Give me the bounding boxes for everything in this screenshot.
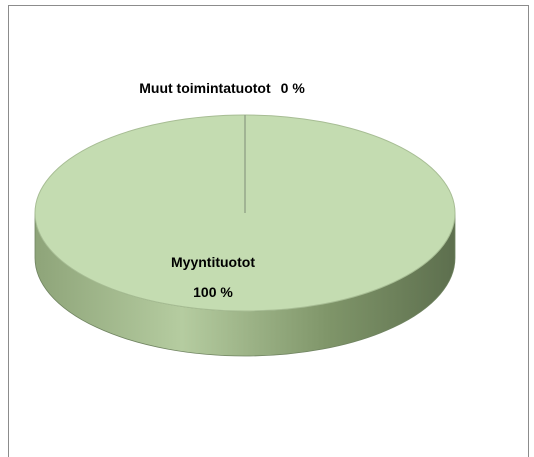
pie: [34, 114, 456, 357]
category-label: Muut toimintatuotot: [139, 80, 271, 96]
category-label: Myyntituotot: [171, 254, 255, 270]
slice-label: Muut toimintatuotot 0 %: [139, 80, 305, 96]
value-label: 0 %: [281, 80, 306, 96]
value-label: 100 %: [193, 284, 233, 300]
